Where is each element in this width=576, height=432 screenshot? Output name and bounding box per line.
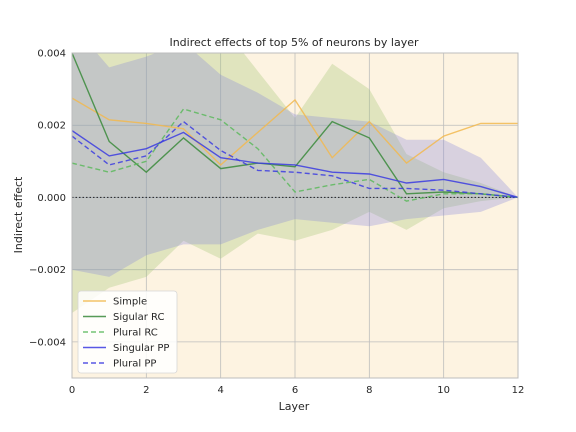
series-line — [72, 130, 518, 199]
y-tick-label: 0.000 — [37, 193, 66, 204]
plot-frame — [71, 52, 519, 379]
legend-label: Singular PP — [113, 343, 169, 354]
confidence-band — [72, 53, 518, 313]
y-axis-title: Indirect effect — [12, 176, 25, 253]
series-line — [72, 97, 518, 166]
x-tick-label: 0 — [69, 385, 75, 396]
y-tick-label: −0.004 — [29, 337, 66, 348]
series-line — [72, 108, 518, 202]
x-axis-title: Layer — [279, 400, 310, 413]
series-lines — [72, 53, 518, 202]
chart-title: Indirect effects of top 5% of neurons by… — [169, 36, 419, 49]
legend-box — [77, 290, 178, 374]
x-tick-label: 10 — [437, 385, 450, 396]
legend-label: Plural RC — [113, 328, 158, 339]
x-tick-label: 6 — [292, 385, 298, 396]
y-tick-label: 0.002 — [37, 121, 66, 132]
y-tick-label: −0.002 — [29, 265, 66, 276]
legend: Simple Sigular RC Plural RC Singular PP Plur… — [77, 290, 178, 374]
x-tick-label: 4 — [217, 385, 223, 396]
y-tick-label: 0.004 — [37, 49, 66, 60]
x-tick-label: 8 — [366, 385, 372, 396]
x-tick-label: 2 — [143, 385, 149, 396]
legend-label: Plural PP — [113, 359, 156, 370]
x-tick-label: 12 — [512, 385, 525, 396]
series-line — [72, 53, 518, 199]
legend-label: Simple — [113, 297, 147, 308]
legend-label: Sigular RC — [113, 312, 164, 323]
